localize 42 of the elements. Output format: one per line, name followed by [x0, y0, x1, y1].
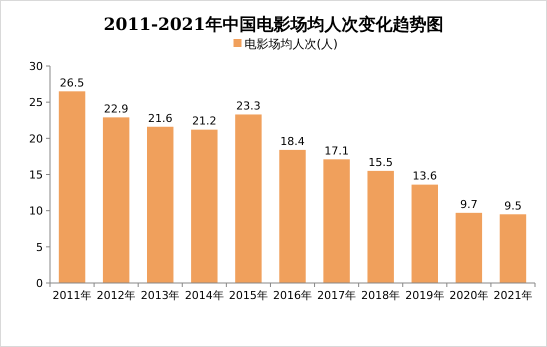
bar [191, 130, 218, 283]
bar [412, 184, 438, 283]
y-tick-label: 20 [29, 132, 43, 146]
x-tick-label: 2017年 [317, 289, 356, 302]
y-tick-label: 5 [36, 240, 43, 254]
x-tick-label: 2013年 [140, 289, 180, 302]
x-tick-label: 2019年 [405, 289, 444, 302]
data-label: 17.1 [324, 144, 349, 158]
chart-title: 2011-2021年中国电影场均人次变化趋势图 [104, 15, 444, 35]
data-label: 23.3 [236, 99, 261, 112]
legend-label: 电影场均人次(人) [244, 37, 338, 51]
bar [147, 126, 174, 283]
data-label: 21.6 [148, 112, 172, 125]
bar [235, 114, 262, 283]
y-tick-label: 25 [29, 96, 43, 110]
data-label: 26.5 [60, 76, 84, 90]
bar [500, 214, 526, 283]
y-tick-label: 0 [36, 277, 43, 290]
data-label: 22.9 [104, 102, 128, 116]
data-label: 9.7 [460, 198, 478, 211]
data-label: 21.2 [192, 114, 217, 128]
bar [102, 117, 130, 283]
data-label: 9.5 [504, 199, 522, 212]
bar [323, 159, 350, 283]
bar [279, 150, 306, 283]
x-tick-label: 2020年 [449, 289, 488, 302]
y-tick-label: 10 [29, 204, 43, 218]
x-tick-label: 2021年 [493, 289, 532, 302]
data-label: 13.6 [412, 170, 438, 183]
y-tick-label: 15 [29, 168, 43, 182]
data-label: 18.4 [280, 134, 305, 148]
x-tick-label: 2018年 [361, 289, 400, 302]
y-tick-label: 30 [29, 60, 43, 73]
data-label: 15.5 [368, 156, 393, 169]
x-tick-label: 2011年 [52, 289, 92, 302]
x-tick-label: 2016年 [273, 289, 312, 302]
x-tick-label: 2014年 [184, 289, 224, 302]
bar [58, 91, 86, 283]
bar [456, 212, 482, 283]
x-tick-label: 2012年 [96, 289, 136, 302]
x-tick-label: 2015年 [228, 289, 268, 302]
bar [367, 170, 394, 283]
